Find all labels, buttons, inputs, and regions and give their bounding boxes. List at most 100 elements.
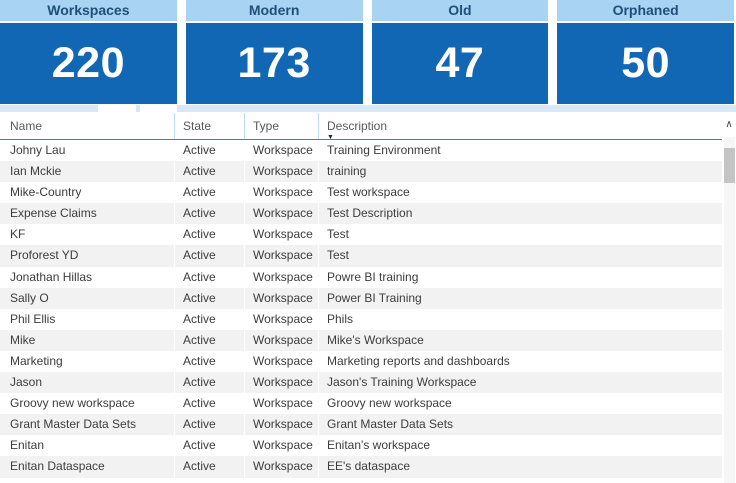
card-title: Workspaces xyxy=(0,0,177,21)
card-title: Old xyxy=(371,0,549,21)
cell-state: Active xyxy=(174,140,244,162)
column-header-label: Type xyxy=(253,119,280,133)
card-value: 220 xyxy=(0,23,177,104)
table-row[interactable]: Proforest YD Active Workspace Test xyxy=(0,245,722,267)
cell-name: Ian Mckie xyxy=(10,164,62,179)
cell-description: training xyxy=(318,161,722,183)
kpi-card-modern[interactable]: Modern 173 xyxy=(185,0,363,104)
cell-name: Marketing xyxy=(10,353,63,368)
cell-type: Workspace xyxy=(244,350,318,373)
cell-name: Grant Master Data Sets xyxy=(10,417,137,432)
kpi-card-orphaned[interactable]: Orphaned 50 xyxy=(557,0,734,104)
table-row[interactable]: Enitan Active Workspace Enitan's workspace xyxy=(0,435,722,457)
table-row[interactable]: Johny Lau Active Workspace Training Environ… xyxy=(0,140,722,162)
cell-description: Test Description xyxy=(318,203,722,225)
kpi-cards-row: Workspaces 220 Modern 173 Old 47 Orphaned 50 xyxy=(0,0,734,104)
card-title: Modern xyxy=(185,0,363,21)
cell-state: Active xyxy=(174,329,244,351)
table-row[interactable]: Sally O Active Workspace Power BI Training xyxy=(0,287,722,309)
table-row[interactable]: Enitan Dataspace Active Workspace EE's data… xyxy=(0,456,722,478)
cell-type: Workspace xyxy=(244,224,318,246)
cell-state: Active xyxy=(174,203,244,225)
cell-name: Jonathan Hillas xyxy=(10,269,93,284)
cell-type: Workspace xyxy=(244,203,318,225)
cell-state: Active xyxy=(174,350,244,373)
cell-type: Workspace xyxy=(244,182,318,204)
cell-state: Active xyxy=(174,393,244,415)
cell-name: Johny Lau xyxy=(10,143,66,157)
table-row[interactable]: Groovy new workspace Active Workspace Groov… xyxy=(0,393,722,415)
kpi-card-workspaces[interactable]: Workspaces 220 xyxy=(0,0,177,104)
scrollbar-track[interactable] xyxy=(724,137,735,483)
table-row[interactable]: Expense Claims Active Workspace Test Descri… xyxy=(0,203,722,225)
cell-name: Mike xyxy=(10,332,36,347)
cell-description: Marketing reports and dashboards xyxy=(318,350,722,373)
card-value: 173 xyxy=(185,23,363,104)
table-row[interactable]: Grant Master Data Sets Active Workspace Gra… xyxy=(0,414,722,436)
table-row[interactable]: Ian Mckie Active Workspace training xyxy=(0,161,722,183)
card-value: 47 xyxy=(371,23,549,104)
column-header-state[interactable]: State xyxy=(174,113,244,139)
sort-descending-icon: ▼ xyxy=(327,134,334,139)
cell-state: Active xyxy=(174,456,244,478)
card-value: 50 xyxy=(557,23,734,104)
column-header-name[interactable]: Name xyxy=(0,113,174,139)
cell-type: Workspace xyxy=(244,287,318,309)
cell-state: Active xyxy=(174,245,244,267)
cell-description: Powre BI training xyxy=(318,266,722,288)
cell-state: Active xyxy=(174,224,244,246)
cell-description: Grant Master Data Sets xyxy=(318,414,722,436)
cell-state: Active xyxy=(174,287,244,309)
workspaces-table: Name State Type Description ▼ Johny Lau Activ… xyxy=(0,113,736,483)
cell-name: Phil Ellis xyxy=(10,311,56,326)
table-row[interactable]: Jonathan Hillas Active Workspace Powre BI t… xyxy=(0,266,722,288)
table-header-row: Name State Type Description ▼ xyxy=(0,113,722,140)
cell-description: Phils xyxy=(318,308,722,330)
card-title: Orphaned xyxy=(557,0,734,21)
table-row[interactable]: Mike-Country Active Workspace Test workspac… xyxy=(0,182,722,204)
cell-type: Workspace xyxy=(244,414,318,436)
column-header-type[interactable]: Type xyxy=(244,113,318,139)
vertical-scrollbar[interactable]: ∧ xyxy=(722,113,736,483)
cell-state: Active xyxy=(174,308,244,330)
partial-visuals-strip xyxy=(0,105,736,112)
cell-type: Workspace xyxy=(244,308,318,330)
kpi-card-old[interactable]: Old 47 xyxy=(371,0,549,104)
cell-description: Enitan's workspace xyxy=(318,435,722,457)
cell-name: KF xyxy=(10,227,26,242)
table-row[interactable]: Mike Active Workspace Mike's Workspace xyxy=(0,329,722,351)
cell-type: Workspace xyxy=(244,393,318,415)
cell-name: Proforest YD xyxy=(10,248,79,263)
cell-type: Workspace xyxy=(244,372,318,394)
cell-name: Expense Claims xyxy=(10,206,97,221)
strip-gap xyxy=(140,105,177,112)
cell-name: Groovy new workspace xyxy=(10,396,135,411)
scrollbar-thumb[interactable] xyxy=(724,148,735,183)
cell-description: Training Environment xyxy=(318,140,722,162)
table-body: Johny Lau Active Workspace Training Environ… xyxy=(0,140,736,478)
table-row[interactable]: Marketing Active Workspace Marketing report… xyxy=(0,350,722,373)
cell-type: Workspace xyxy=(244,435,318,457)
cell-type: Workspace xyxy=(244,329,318,351)
table-row[interactable]: Phil Ellis Active Workspace Phils xyxy=(0,308,722,330)
column-header-description[interactable]: Description ▼ xyxy=(318,113,722,139)
cell-name: Mike-Country xyxy=(10,185,82,200)
column-header-label: Description xyxy=(327,119,388,133)
cell-description: Mike's Workspace xyxy=(318,329,722,351)
cell-description: Power BI Training xyxy=(318,287,722,309)
scroll-up-icon[interactable]: ∧ xyxy=(725,119,733,130)
cell-type: Workspace xyxy=(244,456,318,478)
cell-description: Jason's Training Workspace xyxy=(318,372,722,394)
cell-description: Test workspace xyxy=(318,182,722,204)
cell-state: Active xyxy=(174,435,244,457)
table-row[interactable]: Jason Active Workspace Jason's Training Wor… xyxy=(0,372,722,394)
cell-type: Workspace xyxy=(244,140,318,162)
cell-state: Active xyxy=(174,161,244,183)
cell-state: Active xyxy=(174,182,244,204)
cell-name: Enitan xyxy=(10,438,45,453)
cell-description: Test xyxy=(318,224,722,246)
cell-type: Workspace xyxy=(244,245,318,267)
cell-description: Test xyxy=(318,245,722,267)
cell-description: Groovy new workspace xyxy=(318,393,722,415)
table-row[interactable]: KF Active Workspace Test xyxy=(0,224,722,246)
